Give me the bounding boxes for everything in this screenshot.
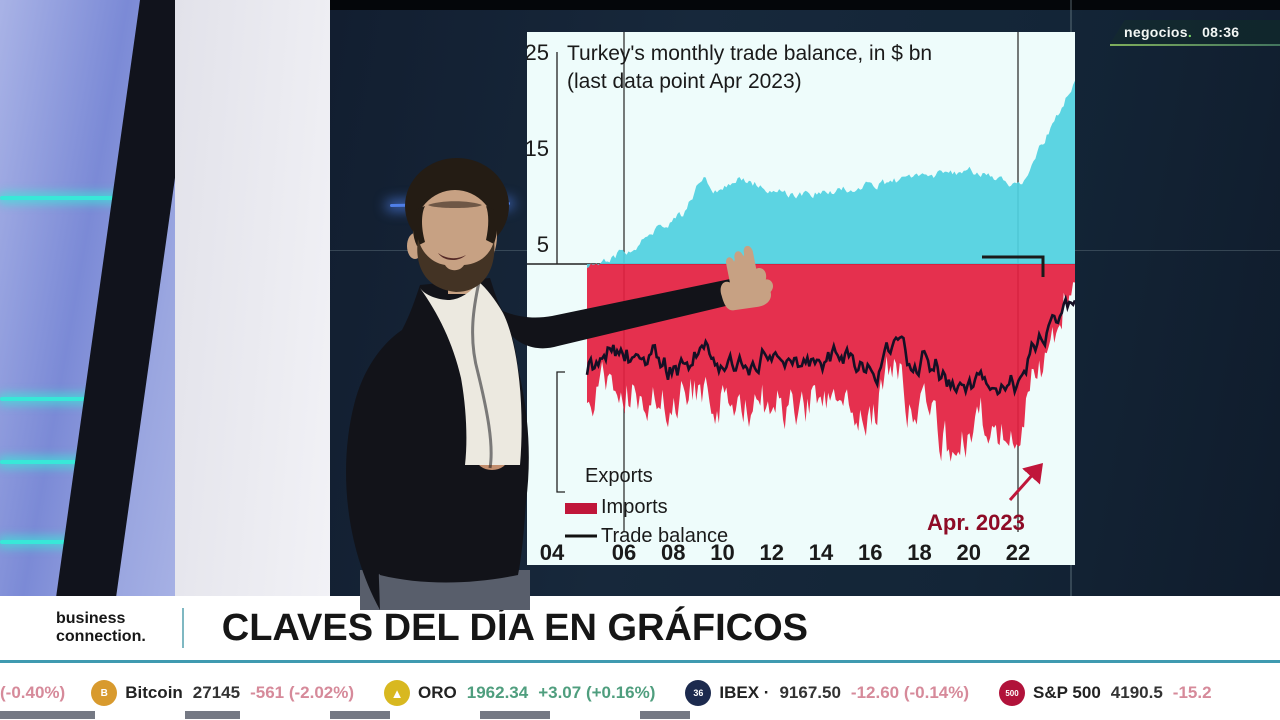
- svg-text:16: 16: [858, 540, 882, 565]
- svg-text:Turkey's monthly trade balance: Turkey's monthly trade balance, in $ bn: [567, 42, 932, 65]
- svg-text:(last data point Apr 2023): (last data point Apr 2023): [567, 70, 802, 93]
- svg-text:22: 22: [1006, 540, 1030, 565]
- svg-text:Apr. 2023: Apr. 2023: [927, 510, 1025, 535]
- svg-text:14: 14: [809, 540, 834, 565]
- svg-text:20: 20: [957, 540, 981, 565]
- svg-text:18: 18: [907, 540, 931, 565]
- svg-text:25: 25: [527, 40, 549, 65]
